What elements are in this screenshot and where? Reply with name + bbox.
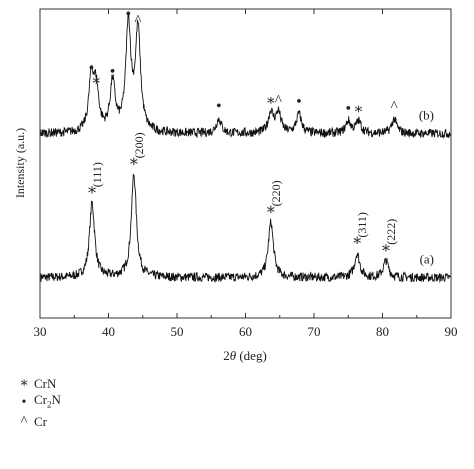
peak-annotations: (a)∗(111)∗(200)∗(220)∗(311)∗(222)(b)•∗••…	[87, 6, 434, 267]
x-tick-label: 30	[34, 324, 47, 339]
peak-marker: ∗	[265, 201, 276, 218]
peak-marker: •	[345, 101, 351, 118]
peak-marker: ∗	[128, 153, 139, 170]
star-icon: ∗	[19, 376, 29, 391]
legend-item-crn: ∗ CrN	[14, 374, 61, 393]
peak-marker: ∗	[266, 93, 276, 109]
x-tick-label: 60	[239, 324, 252, 339]
hkl-label: (111)	[90, 162, 104, 187]
peak-marker: ∗	[352, 233, 363, 250]
y-axis-label: Intensity (a.u.)	[13, 128, 27, 198]
hkl-label: (311)	[355, 212, 369, 238]
x-tick-label: 50	[171, 324, 184, 339]
phase-legend: ∗ CrN • Cr2N ^ Cr	[14, 374, 61, 431]
peak-marker: •	[110, 63, 116, 80]
hkl-label: (220)	[269, 180, 283, 206]
hkl-label: (200)	[132, 132, 146, 158]
peak-marker: ∗	[353, 102, 363, 118]
peak-marker: ^	[134, 13, 141, 29]
peak-marker: ^	[275, 93, 282, 109]
legend-label: Cr2N	[34, 392, 61, 410]
dot-icon: •	[21, 395, 27, 410]
peak-marker: •	[89, 60, 95, 77]
peak-marker: •	[296, 93, 302, 110]
x-tick-label: 80	[376, 324, 389, 339]
peak-marker: ∗	[87, 182, 98, 199]
peak-marker: •	[126, 6, 132, 23]
x-axis-label: 2θ (deg)	[223, 348, 267, 363]
legend-item-cr2n: • Cr2N	[14, 392, 61, 412]
series-label: (b)	[419, 108, 434, 123]
x-tick-label: 40	[102, 324, 115, 339]
peak-marker: •	[216, 98, 222, 115]
peak-marker: ^	[391, 99, 398, 115]
series-line	[40, 11, 451, 139]
series-label: (a)	[420, 252, 434, 267]
legend-label: Cr	[34, 414, 47, 429]
x-axis-ticks: 30 40 50 60 70 80 90	[34, 9, 458, 339]
x-tick-label: 70	[308, 324, 321, 339]
peak-marker: ∗	[380, 240, 391, 257]
caret-icon: ^	[20, 414, 28, 429]
hkl-label: (222)	[384, 219, 398, 245]
series-line	[40, 173, 451, 284]
peak-marker: ∗	[91, 73, 101, 89]
diffraction-curves	[40, 11, 451, 284]
x-tick-label: 90	[445, 324, 458, 339]
legend-label: CrN	[34, 376, 57, 391]
legend-item-cr: ^ Cr	[14, 412, 61, 431]
